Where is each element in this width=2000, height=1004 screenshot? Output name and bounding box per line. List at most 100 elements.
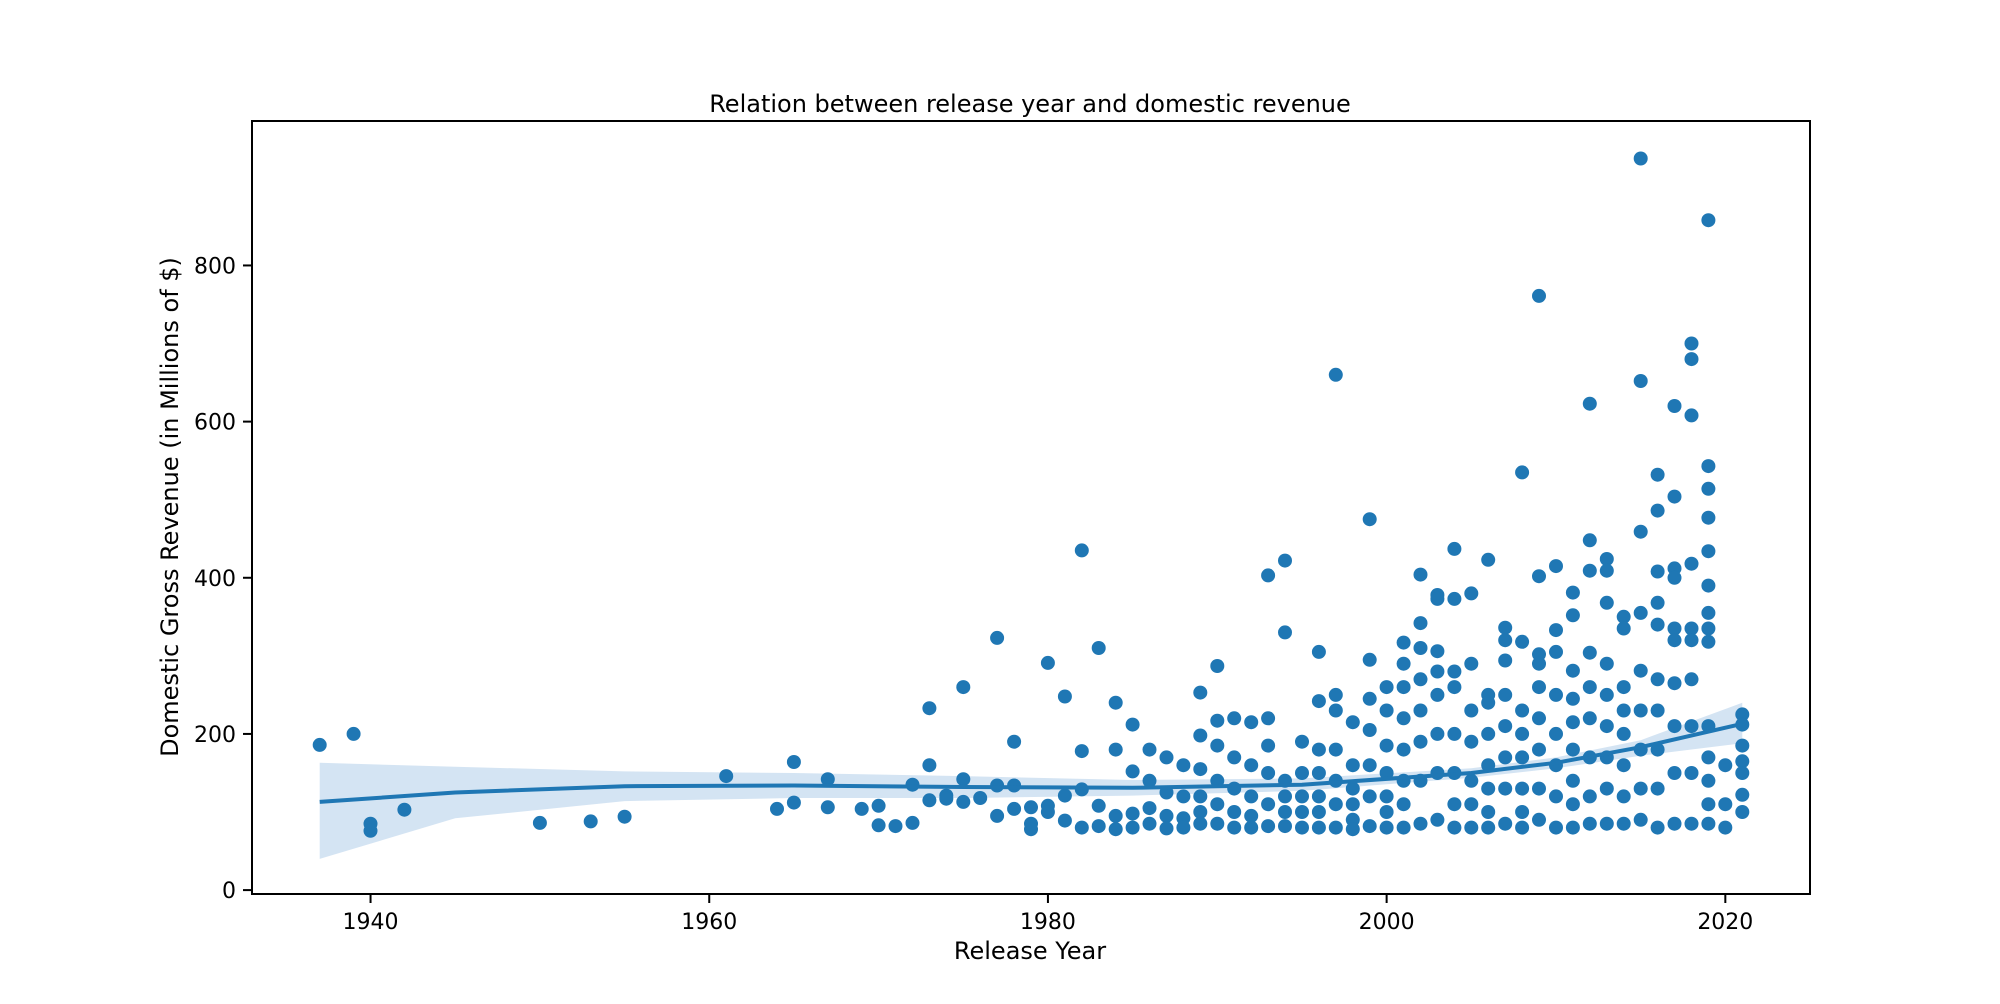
data-point xyxy=(1447,726,1462,741)
data-point xyxy=(956,772,971,787)
data-point xyxy=(397,802,412,817)
data-point xyxy=(1447,664,1462,679)
data-point xyxy=(1565,691,1580,706)
data-point xyxy=(1379,805,1394,819)
data-point xyxy=(1735,766,1750,780)
data-point xyxy=(1515,781,1530,796)
data-point xyxy=(1515,820,1530,835)
data-point xyxy=(1396,797,1411,812)
confidence-band xyxy=(319,702,1743,859)
data-point xyxy=(1278,805,1292,819)
data-point xyxy=(1057,813,1072,828)
data-point xyxy=(1599,656,1614,671)
data-point xyxy=(1718,797,1733,812)
data-point xyxy=(1718,820,1733,835)
data-point xyxy=(1142,816,1157,831)
data-point xyxy=(1481,726,1496,741)
y-axis-ticks: 0 200 400 600 800 xyxy=(194,254,252,904)
data-point xyxy=(1565,585,1580,600)
data-point xyxy=(1328,367,1343,382)
data-point xyxy=(1515,634,1530,649)
data-point xyxy=(1091,819,1106,834)
data-point xyxy=(1244,789,1259,804)
plot-frame xyxy=(251,120,1811,895)
data-point xyxy=(1295,805,1309,819)
data-point xyxy=(1650,617,1665,632)
data-point xyxy=(1616,621,1631,636)
data-point xyxy=(1193,789,1208,804)
data-point xyxy=(1582,533,1597,548)
data-point xyxy=(1532,569,1546,584)
data-point xyxy=(1244,820,1259,835)
data-point xyxy=(1057,689,1072,704)
data-point xyxy=(1633,703,1648,718)
data-point xyxy=(871,818,886,833)
data-point xyxy=(1684,408,1699,423)
data-point xyxy=(1582,563,1597,578)
data-point xyxy=(1345,781,1360,796)
data-point xyxy=(1701,750,1716,765)
data-point xyxy=(1616,816,1631,831)
data-point xyxy=(1498,750,1513,765)
data-point xyxy=(1362,512,1377,527)
data-point xyxy=(1599,816,1614,831)
data-point xyxy=(1701,510,1716,525)
data-point xyxy=(1633,663,1648,678)
data-point xyxy=(1701,816,1716,831)
data-point xyxy=(617,809,632,824)
data-point xyxy=(786,755,801,769)
data-point xyxy=(922,793,937,808)
data-point xyxy=(1345,715,1360,730)
data-point xyxy=(854,801,869,816)
data-point xyxy=(1464,820,1479,835)
data-point xyxy=(1515,703,1530,718)
data-point xyxy=(1616,789,1631,804)
data-point xyxy=(1227,781,1242,796)
data-point xyxy=(1701,544,1716,559)
data-point xyxy=(1295,789,1309,804)
data-point xyxy=(1633,812,1648,827)
data-point xyxy=(719,769,734,784)
data-point xyxy=(1379,680,1394,695)
data-point xyxy=(1735,738,1750,753)
data-point xyxy=(1481,805,1496,819)
data-point xyxy=(1498,633,1513,648)
data-point xyxy=(1244,808,1259,823)
data-point xyxy=(1430,812,1445,827)
data-point xyxy=(1498,719,1513,734)
data-point xyxy=(1159,808,1174,823)
data-point xyxy=(956,680,971,695)
data-point xyxy=(1464,586,1479,601)
data-point xyxy=(1582,789,1597,804)
data-point xyxy=(820,800,835,815)
data-point xyxy=(922,701,937,716)
data-point xyxy=(1701,773,1716,788)
data-point xyxy=(1261,568,1276,583)
data-point xyxy=(956,794,971,809)
data-point xyxy=(1244,758,1259,773)
trend-line xyxy=(319,721,1743,804)
data-point xyxy=(1328,687,1343,702)
data-point xyxy=(1261,738,1276,753)
data-point xyxy=(1396,635,1411,650)
data-point xyxy=(1362,819,1377,834)
data-points-layer xyxy=(312,151,1750,838)
data-point xyxy=(1667,621,1682,636)
data-point xyxy=(1667,489,1682,504)
data-point xyxy=(1616,726,1631,741)
data-point xyxy=(990,630,1005,645)
data-point xyxy=(1684,336,1699,351)
data-point xyxy=(1481,552,1496,567)
data-point xyxy=(1701,605,1716,620)
data-point xyxy=(770,801,784,816)
y-tick-label: 0 xyxy=(222,879,236,904)
data-point xyxy=(1311,742,1326,757)
data-point xyxy=(1362,758,1377,773)
data-point xyxy=(1532,781,1546,796)
data-point xyxy=(1007,801,1022,816)
data-point xyxy=(1464,656,1479,671)
data-point xyxy=(1227,820,1242,835)
y-tick-label: 600 xyxy=(194,411,236,436)
data-point xyxy=(1125,764,1140,779)
